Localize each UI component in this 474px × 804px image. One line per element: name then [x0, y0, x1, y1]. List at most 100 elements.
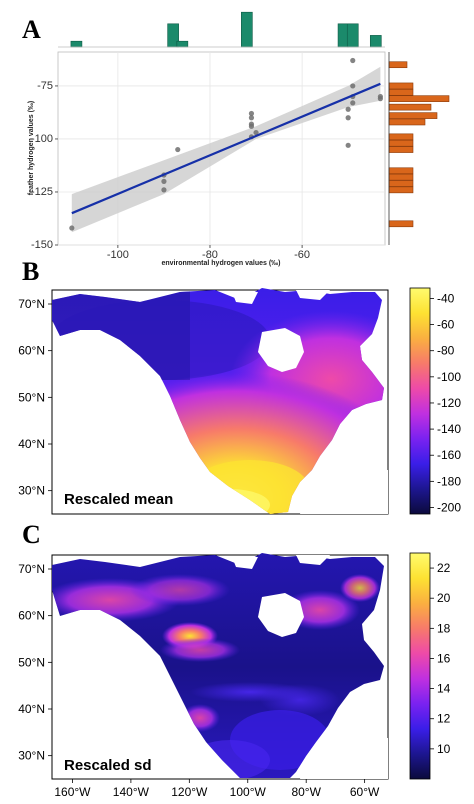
mean-colorbar-ticks: -40 -60 -80 -100 -120 -140 -160 -180 -200	[430, 291, 461, 514]
scatter-point	[345, 106, 351, 112]
lon-tick-label: 60°W	[350, 785, 380, 799]
colorbar-tick-label: -40	[437, 291, 455, 305]
scatter-point	[350, 83, 356, 89]
y-tick-label: -75	[37, 80, 53, 92]
right-histogram-bar	[388, 220, 414, 228]
panel-letter-a: A	[22, 15, 41, 44]
lat-tick-label: 70°N	[18, 562, 45, 576]
colorbar-tick-label: -100	[437, 370, 461, 384]
scatter-y-ticks: -75 -100 -125 -150	[31, 80, 58, 251]
sd-colorbar	[409, 552, 431, 780]
lon-tick-label: 120°W	[171, 785, 208, 799]
lat-tick-label: 50°N	[18, 655, 45, 669]
mean-map-gulf	[300, 470, 388, 514]
top-histogram-bar	[176, 40, 189, 48]
scatter-point	[253, 129, 259, 136]
right-histogram-bar	[388, 139, 414, 147]
colorbar-tick-label: 22	[437, 561, 451, 575]
right-histogram-bar	[388, 88, 414, 96]
scatter-point	[248, 123, 255, 129]
sd-map-y-ticks: 70°N 60°N 50°N 40°N 30°N	[18, 562, 52, 763]
colorbar-tick-label: -140	[437, 422, 461, 436]
y-tick-label: -125	[31, 186, 53, 198]
right-histogram-bar	[388, 95, 450, 102]
scatter-point	[161, 178, 167, 184]
sd-map-title: Rescaled sd	[64, 757, 152, 774]
colorbar-tick-label: 10	[437, 742, 451, 756]
colorbar-tick-label: 16	[437, 651, 451, 665]
lat-tick-label: 60°N	[18, 344, 45, 358]
right-histogram-bar	[388, 112, 438, 119]
scatter-points	[69, 57, 383, 231]
scatter-point	[175, 146, 181, 153]
right-histogram-bar	[388, 103, 432, 111]
lat-tick-label: 50°N	[18, 390, 45, 404]
y-tick-label: -150	[31, 239, 53, 251]
sd-map-hudson-bay	[258, 593, 304, 637]
colorbar-tick-label: -80	[437, 344, 455, 358]
sd-map-arctic-gap-2	[296, 555, 330, 565]
sd-map-gulf	[300, 738, 388, 779]
right-histogram-bar	[388, 167, 414, 175]
sd-map-panel: 70°N 60°N 50°N 40°N 30°N 160°W 140°W 120°W 100°…	[18, 552, 451, 799]
sd-map-x-ticks: 160°W 140°W 120°W 100°W 80°W 60°W	[54, 779, 380, 799]
scatter-point	[69, 225, 75, 231]
lon-tick-label: 80°W	[291, 785, 321, 799]
right-histogram-bar	[388, 133, 414, 141]
lat-tick-label: 40°N	[18, 437, 45, 451]
colorbar-tick-label: -180	[437, 474, 461, 488]
sd-map-arctic-gap	[232, 557, 258, 569]
mean-map-panel: 70°N 60°N 50°N 40°N 30°N Rescaled mean -40 -6…	[18, 287, 461, 515]
colorbar-tick-label: -60	[437, 318, 455, 332]
lon-tick-label: 160°W	[54, 785, 91, 799]
colorbar-tick-label: 14	[437, 682, 451, 696]
scatter-point	[350, 100, 356, 106]
lat-tick-label: 30°N	[18, 749, 45, 763]
right-histogram-bar	[388, 146, 414, 153]
scatter-point	[161, 187, 167, 193]
scatter-y-axis-label: feather hydrogen values (‰)	[28, 101, 35, 196]
mean-map-y-ticks: 70°N 60°N 50°N 40°N 30°N	[18, 297, 52, 498]
right-histogram-bar	[388, 118, 426, 126]
scatter-point	[377, 96, 383, 102]
scatter-point	[248, 115, 255, 121]
x-tick-label: -100	[107, 249, 129, 261]
scatter-point	[345, 142, 351, 148]
scatter-point	[345, 115, 351, 121]
x-tick-label: -80	[202, 249, 218, 261]
regression-line	[71, 82, 381, 215]
lat-tick-label: 30°N	[18, 484, 45, 498]
top-histogram-bar	[241, 11, 253, 48]
colorbar-tick-label: -120	[437, 396, 461, 410]
x-tick-label: -60	[294, 249, 310, 261]
right-histogram-bar	[388, 82, 414, 90]
right-histogram-bar	[388, 173, 414, 181]
colorbar-tick-label: -160	[437, 448, 461, 462]
panel-letter-c: C	[22, 520, 41, 549]
top-histogram	[70, 11, 382, 48]
mean-map-title: Rescaled mean	[64, 491, 173, 508]
panel-letter-b: B	[22, 257, 39, 286]
lat-tick-label: 60°N	[18, 609, 45, 623]
right-histogram-bar	[388, 180, 414, 187]
y-tick-label: -100	[31, 133, 53, 145]
sd-colorbar-ticks: 22 20 18 16 14 12 10	[430, 561, 451, 756]
scatter-point	[350, 57, 356, 64]
lat-tick-label: 40°N	[18, 702, 45, 716]
top-histogram-bar	[369, 35, 382, 48]
regression-line-path	[71, 82, 381, 215]
top-histogram-bar	[70, 40, 83, 48]
mean-map-arctic-gap	[232, 292, 258, 304]
mean-map-hudson-bay	[258, 328, 304, 372]
right-histogram-bar	[388, 186, 414, 194]
colorbar-tick-label: -200	[437, 500, 461, 514]
mean-map-arctic-gap-2	[296, 290, 330, 300]
scatter-point	[248, 110, 255, 117]
scatter-x-axis-label: environmental hydrogen values (‰)	[161, 260, 280, 267]
scatter-panel: -100 -80 -60 -75 -100 -125 -150 environmental…	[28, 11, 450, 267]
colorbar-tick-label: 12	[437, 712, 451, 726]
mean-colorbar	[409, 287, 431, 515]
right-histogram-bar	[388, 61, 408, 69]
lat-tick-label: 70°N	[18, 297, 45, 311]
